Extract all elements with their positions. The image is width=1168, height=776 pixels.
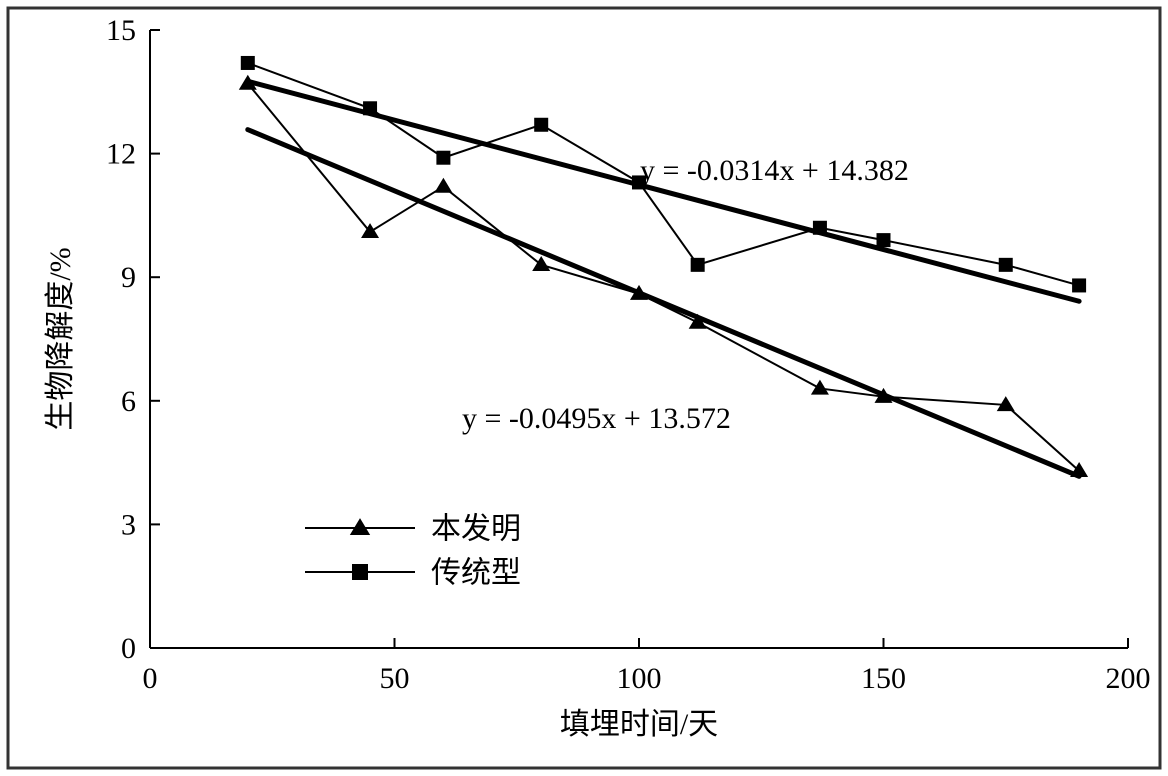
chart-container: 0 50 100 150 200 0 3 6 9 12 15 填埋时间/天 生物降解度/% y = -0.… (0, 0, 1168, 776)
trend-label: y = -0.0495x + 13.572 (462, 402, 731, 435)
x-axis-title: 填埋时间/天 (560, 708, 718, 741)
x-tick-label: 200 (1106, 662, 1151, 695)
data-marker (535, 118, 548, 131)
data-marker (1073, 279, 1086, 292)
trend-label: y = -0.0314x + 14.382 (640, 154, 909, 187)
legend-label: 传统型 (431, 557, 521, 590)
y-tick-label: 9 (121, 261, 136, 294)
x-tick-label: 50 (380, 662, 410, 695)
chart-background (0, 0, 1168, 776)
x-tick-label: 150 (861, 662, 906, 695)
y-tick-label: 0 (121, 632, 136, 665)
data-marker (691, 258, 704, 271)
y-tick-label: 6 (121, 385, 136, 418)
x-tick-label: 100 (617, 662, 662, 695)
legend-marker (353, 565, 368, 580)
y-tick-label: 3 (121, 508, 136, 541)
chart-svg: 0 50 100 150 200 0 3 6 9 12 15 填埋时间/天 生物降解度/% y = -0.… (0, 0, 1168, 776)
data-marker (999, 258, 1012, 271)
x-tick-label: 0 (143, 662, 158, 695)
data-marker (437, 151, 450, 164)
y-tick-label: 12 (106, 138, 136, 171)
y-tick-label: 15 (106, 14, 136, 47)
y-axis-title: 生物降解度/% (44, 247, 77, 430)
data-marker (877, 234, 890, 247)
data-marker (241, 56, 254, 69)
legend-label: 本发明 (431, 513, 521, 546)
